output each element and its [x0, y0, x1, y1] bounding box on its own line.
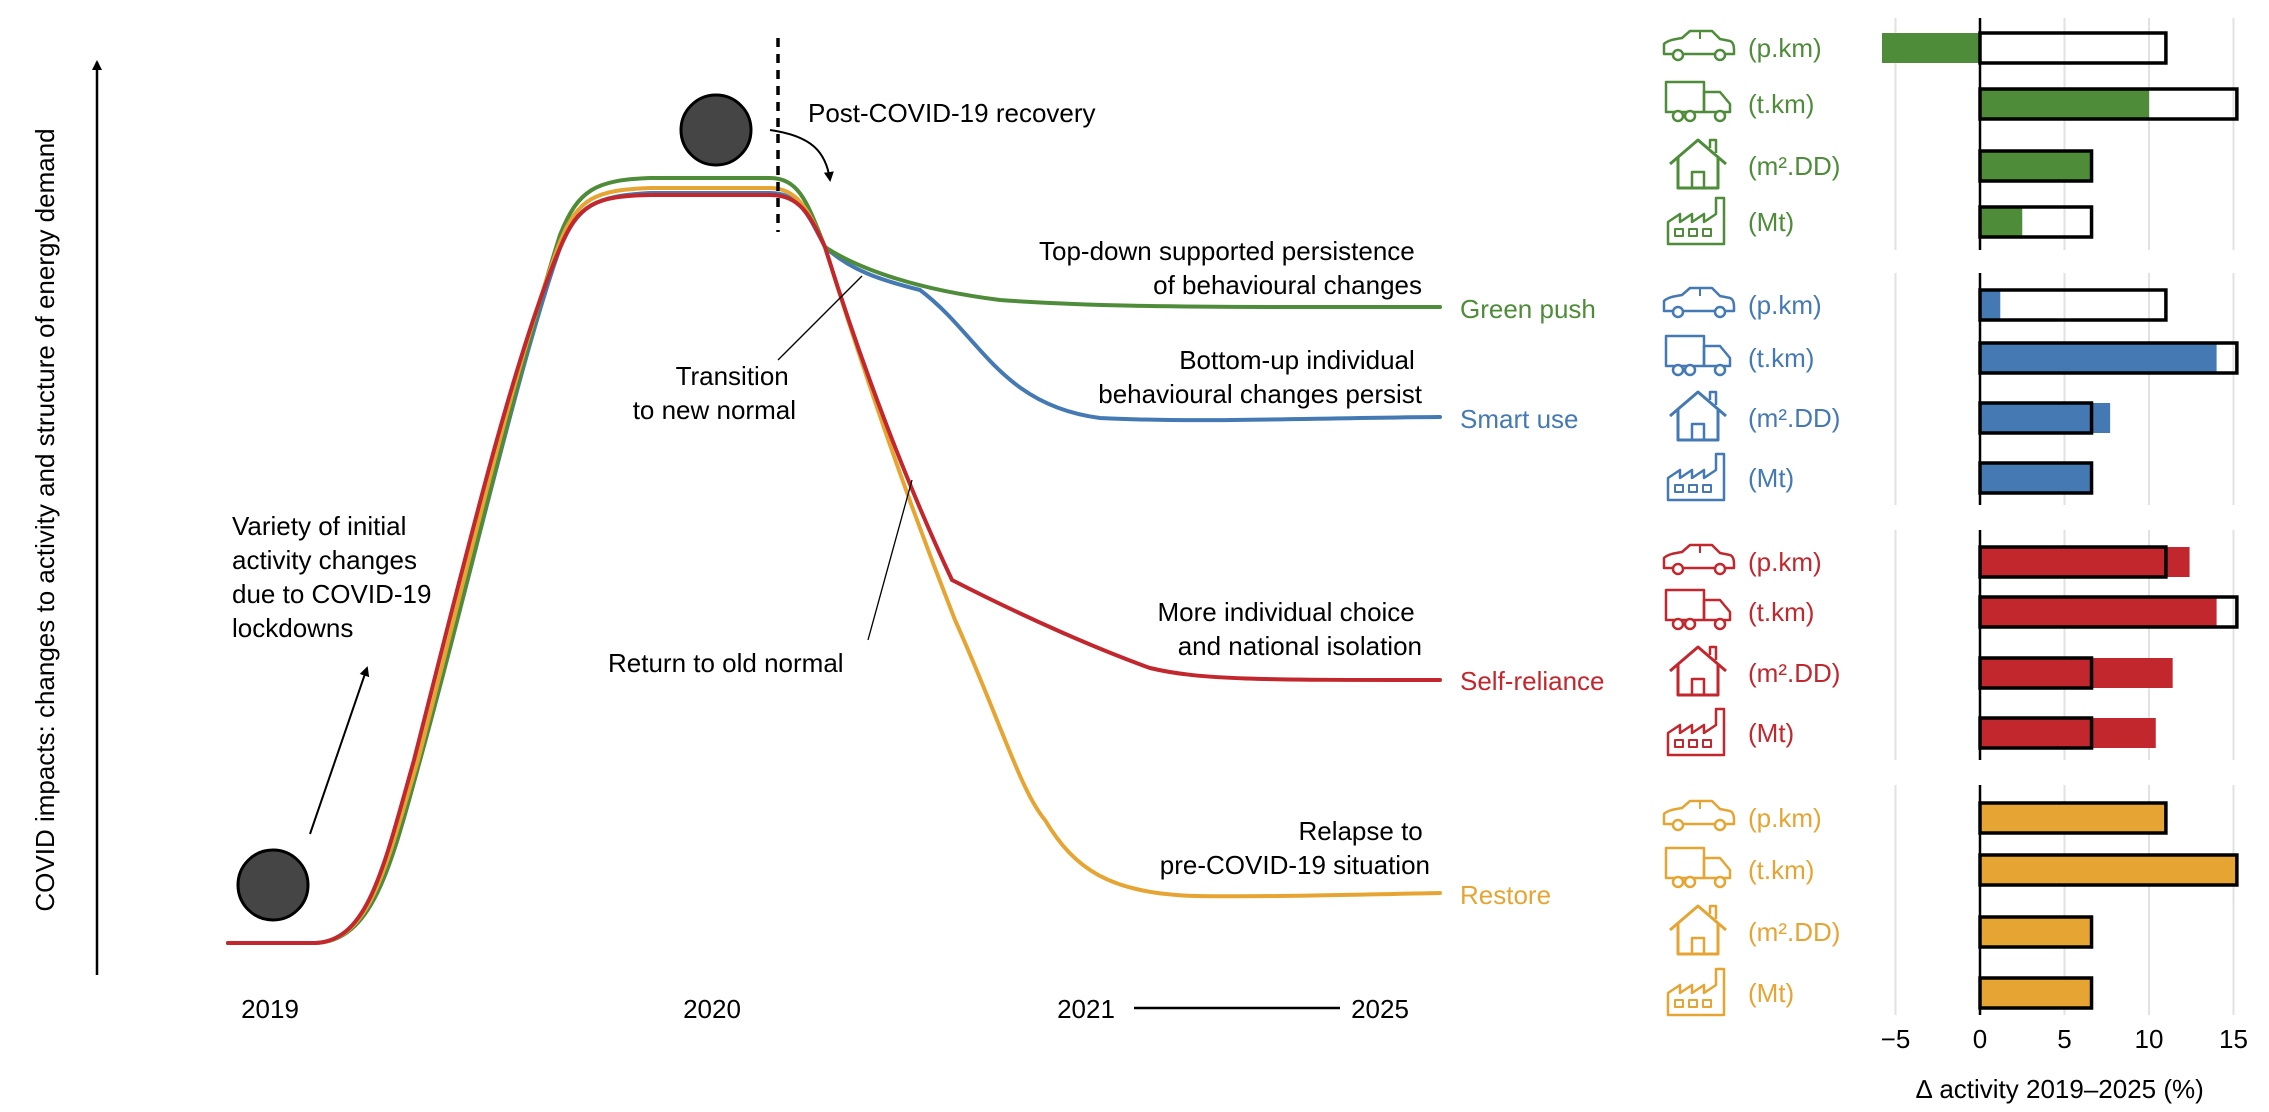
x-axis-label: ∆ activity 2019–2025 (%) [1916, 1074, 2204, 1104]
car-icon [1662, 799, 1736, 832]
factory-icon [1666, 967, 1726, 1017]
bar [1980, 803, 2166, 833]
recovery-arrow [769, 129, 834, 182]
category-label: (Mt) [1748, 718, 1794, 748]
category-label: (m².DD) [1748, 917, 1840, 947]
label-2021: 2021 [1057, 994, 1115, 1024]
bar [1980, 658, 2173, 688]
category-label: (p.km) [1748, 803, 1822, 833]
label-2020: 2020 [683, 994, 741, 1024]
category-label: (Mt) [1748, 463, 1794, 493]
house-icon [1669, 390, 1727, 442]
car-icon [1662, 29, 1736, 62]
return-old-leader [867, 479, 913, 641]
restore-reference-outline [1978, 288, 2168, 322]
house-icon [1669, 645, 1727, 697]
self-reliance-curve [226, 193, 1442, 945]
scenario-diagram: COVID impacts: changes to activity and s… [30, 38, 1605, 1024]
label-2019: 2019 [241, 994, 299, 1024]
bar [1980, 290, 2001, 320]
car-icon [1662, 286, 1736, 319]
factory-icon [1666, 707, 1726, 757]
ball-2020 [679, 93, 753, 167]
scenario-label-restore: Restore [1460, 880, 1551, 910]
bar [1980, 597, 2217, 627]
category-label: (t.km) [1748, 855, 1814, 885]
truck-icon [1664, 334, 1732, 377]
truck-icon [1664, 846, 1732, 889]
factory-icon [1666, 196, 1726, 246]
bar [1980, 718, 2156, 748]
category-label: (p.km) [1748, 547, 1822, 577]
category-label: (m².DD) [1748, 658, 1840, 688]
yellow-description: Relapse to pre-COVID-19 situation [1160, 816, 1430, 880]
category-label: (Mt) [1748, 207, 1794, 237]
x-tick-label: 10 [2135, 1024, 2164, 1054]
label-2025: 2025 [1351, 994, 1409, 1024]
scenario-label-smart-use: Smart use [1460, 404, 1579, 434]
category-label: (p.km) [1748, 290, 1822, 320]
category-label: (m².DD) [1748, 403, 1840, 433]
bar [1980, 917, 2092, 947]
house-icon [1669, 904, 1727, 956]
blue-description: Bottom-up individual behavioural changes… [1098, 345, 1423, 409]
scenario-label-green-push: Green push [1460, 294, 1596, 324]
factory-icon [1666, 452, 1726, 502]
car-icon [1662, 543, 1736, 576]
y-axis-label: COVID impacts: changes to activity and s… [30, 128, 60, 911]
green-description: Top-down supported persistence of behavi… [1039, 236, 1422, 300]
x-tick-label: 5 [2057, 1024, 2071, 1054]
initial-changes-text: Variety of initial activity changes due … [232, 511, 439, 643]
category-label: (t.km) [1748, 89, 1814, 119]
x-tick-label: 15 [2219, 1024, 2248, 1054]
x-tick-label: 0 [1973, 1024, 1987, 1054]
x-tick-label: −5 [1881, 1024, 1911, 1054]
transition-leader [777, 275, 863, 361]
bar [1980, 207, 2023, 237]
bar [1980, 403, 2111, 433]
category-label: (t.km) [1748, 343, 1814, 373]
bar [1980, 547, 2190, 577]
initial-arrow [309, 666, 370, 835]
truck-icon [1664, 588, 1732, 631]
bar [1980, 463, 2092, 493]
category-label: (m².DD) [1748, 151, 1840, 181]
ball-2019 [236, 848, 310, 922]
activity-change-bar-chart: (p.km) (t.km) (m².DD) (Mt) (p.km) (t.km) (m².D… [1662, 18, 2248, 1104]
recovery-text: Post-COVID-19 recovery [808, 98, 1096, 128]
red-description: More individual choice and national isol… [1158, 597, 1422, 661]
category-label: (t.km) [1748, 597, 1814, 627]
house-icon [1669, 138, 1727, 190]
scenario-label-self-reliance: Self-reliance [1460, 666, 1605, 696]
truck-icon [1664, 80, 1732, 123]
pathway-curves [226, 176, 1442, 945]
bar [1980, 855, 2237, 885]
transition-text: Transition to new normal [633, 361, 796, 425]
bar [1980, 89, 2149, 119]
bar [1980, 151, 2092, 181]
restore-reference-outline [1978, 31, 2168, 65]
bar [1980, 978, 2092, 1008]
category-label: (Mt) [1748, 978, 1794, 1008]
bar [1881, 33, 1980, 63]
return-old-text: Return to old normal [608, 648, 844, 678]
category-label: (p.km) [1748, 33, 1822, 63]
bar [1980, 343, 2217, 373]
